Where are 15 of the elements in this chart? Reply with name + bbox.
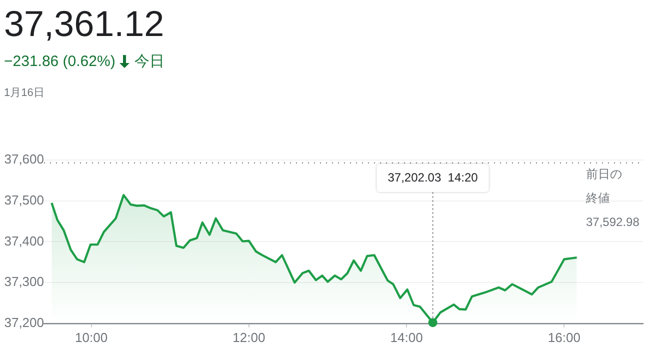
x-tick-label: 14:00 <box>390 330 423 345</box>
y-tick-label: 37,300 <box>4 274 44 290</box>
text: 1月16日 <box>4 86 46 100</box>
x-tick-label: 12:00 <box>232 330 266 345</box>
y-tick-label: 37,500 <box>4 192 44 208</box>
text: 今日 <box>134 52 164 71</box>
y-tick-label: 37,600 <box>4 152 44 167</box>
ref-line-label: 前日の終値 37,592.98 <box>585 167 640 230</box>
chart-title: 37,361.12 <box>4 2 164 46</box>
y-tick-label: 37,400 <box>4 233 44 248</box>
annotation: 37,202.03 14:20 <box>388 170 478 184</box>
x-tick-label: 16:00 <box>548 330 580 345</box>
y-tick-label: 37,200 <box>4 314 44 330</box>
chart-subtitle: −231.86 (0.62%) <box>4 53 116 70</box>
x-tick-label: 10:00 <box>75 330 108 345</box>
